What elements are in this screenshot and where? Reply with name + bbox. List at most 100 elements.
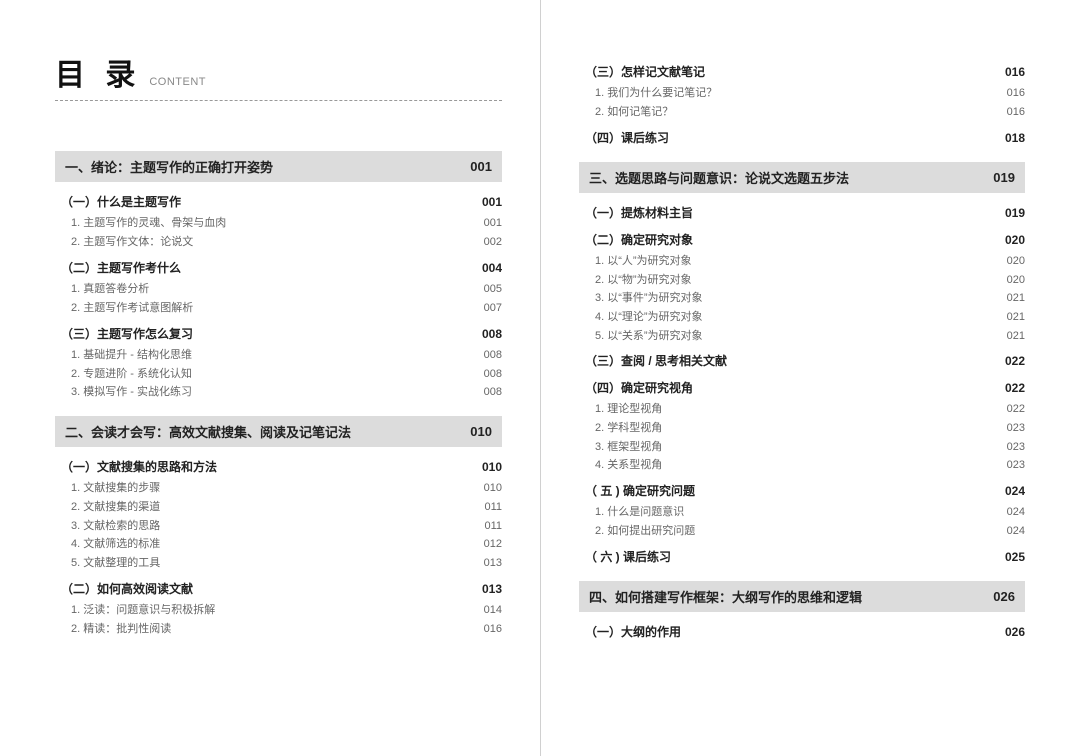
toc-section-title: （四）课后练习 [579,128,669,148]
toc-item-title: 3. 以“事件”为研究对象 [595,289,703,308]
toc-section: （二）确定研究对象 020 [579,230,1025,250]
toc-item: 2. 如何记笔记？ 016 [579,103,1025,122]
toc-section: （三）查阅 / 思考相关文献 022 [579,351,1025,371]
toc-item-page: 013 [484,554,502,573]
toc-item-title: 3. 文献检索的思路 [71,517,160,536]
toc-section-page: 026 [1005,622,1025,642]
toc-item: 4. 以“理论”为研究对象021 [579,308,1025,327]
toc-item: 2. 主题写作文体：论说文 002 [55,233,502,252]
toc-item-title: 1. 泛读：问题意识与积极拆解 [71,601,215,620]
toc-section: （四）确定研究视角 022 [579,378,1025,398]
toc-item-title: 2. 精读：批判性阅读 [71,620,171,639]
toc-item-title: 2. 专题进阶 - 系统化认知 [71,365,192,384]
toc-section: （ 六 ) 课后练习025 [579,547,1025,567]
toc-item-page: 021 [1007,308,1025,327]
title-rule [55,100,502,101]
toc-section-title: （二）确定研究对象 [579,230,693,250]
toc-item-title: 5. 文献整理的工具 [71,554,160,573]
toc-chapter-title: 三、选题思路与问题意识：论说文选题五步法 [589,168,849,187]
toc-chapter-page: 010 [470,424,492,439]
toc-section-page: 001 [482,192,502,212]
toc-item-title: 2. 主题写作文体：论说文 [71,233,193,252]
toc-section: （一）提炼材料主旨 019 [579,203,1025,223]
toc-title-sub: CONTENT [149,76,206,88]
toc-item-title: 2. 学科型视角 [595,419,662,438]
toc-item: 2. 以“物”为研究对象020 [579,271,1025,290]
page-spread: 目 录 CONTENT 一、绪论：主题写作的正确打开姿势001 （一）什么是主题写… [0,0,1080,756]
toc-item: 3. 以“事件”为研究对象 021 [579,289,1025,308]
toc-item: 3. 框架型视角 023 [579,438,1025,457]
toc-item-title: 2. 如何提出研究问题 [595,522,695,541]
toc-item-title: 1. 真题答卷分析 [71,280,149,299]
toc-item: 1. 主题写作的灵魂、骨架与血肉001 [55,214,502,233]
toc-chapter: 四、如何搭建写作框架：大纲写作的思维和逻辑026 [579,581,1025,612]
toc-item-page: 023 [1007,419,1025,438]
toc-item-title: 4. 文献筛选的标准 [71,535,160,554]
toc-item-page: 023 [1007,438,1025,457]
toc-item: 3. 文献检索的思路011 [55,517,502,536]
toc-section-page: 022 [1005,378,1025,398]
toc-item: 2. 精读：批判性阅读016 [55,620,502,639]
toc-item-title: 4. 关系型视角 [595,456,662,475]
toc-section-page: 008 [482,324,502,344]
toc-item-page: 024 [1007,522,1025,541]
toc-section-title: （三）查阅 / 思考相关文献 [579,351,727,371]
toc-section-page: 020 [1005,230,1025,250]
toc-item-title: 1. 什么是问题意识 [595,503,684,522]
toc-section-title: （三）怎样记文献笔记 [579,62,705,82]
toc-item: 4. 关系型视角023 [579,456,1025,475]
toc-item: 2. 专题进阶 - 系统化认知 008 [55,365,502,384]
right-toc-list: （三）怎样记文献笔记 016 1. 我们为什么要记笔记？ 016 2. 如何记笔记？ 01… [579,62,1025,642]
toc-item: 1. 文献搜集的步骤 010 [55,479,502,498]
toc-section-title: （二）主题写作考什么 [55,258,181,278]
toc-item-page: 021 [1007,289,1025,308]
toc-section-page: 024 [1005,481,1025,501]
right-page: （三）怎样记文献笔记 016 1. 我们为什么要记笔记？ 016 2. 如何记笔记？ 01… [540,0,1080,756]
toc-section-page: 010 [482,457,502,477]
toc-section-page: 022 [1005,351,1025,371]
toc-item-title: 2. 如何记笔记？ [595,103,673,122]
toc-item-page: 008 [484,346,502,365]
toc-item-page: 012 [484,535,502,554]
toc-item-page: 022 [1007,400,1025,419]
toc-chapter-page: 026 [993,589,1015,604]
toc-item-page: 010 [484,479,502,498]
toc-section-title: （一）提炼材料主旨 [579,203,693,223]
toc-item-title: 5. 以“关系”为研究对象 [595,327,703,346]
toc-item: 1. 以“人”为研究对象020 [579,252,1025,271]
toc-section-title: （二）如何高效阅读文献 [55,579,193,599]
toc-section-title: （一）什么是主题写作 [55,192,181,212]
toc-section: （ 五 ) 确定研究问题024 [579,481,1025,501]
toc-item-page: 016 [1007,103,1025,122]
toc-section: （四）课后练习 018 [579,128,1025,148]
toc-item: 1. 泛读：问题意识与积极拆解 014 [55,601,502,620]
toc-chapter-page: 001 [470,159,492,174]
toc-chapter: 一、绪论：主题写作的正确打开姿势001 [55,151,502,182]
toc-item-page: 020 [1007,252,1025,271]
toc-section-title: （一）大纲的作用 [579,622,681,642]
toc-item-title: 3. 模拟写作 - 实战化练习 [71,383,192,402]
toc-item-title: 3. 框架型视角 [595,438,662,457]
toc-item-title: 1. 我们为什么要记笔记？ [595,84,717,103]
toc-section-page: 013 [482,579,502,599]
toc-item-title: 1. 文献搜集的步骤 [71,479,160,498]
toc-item-title: 2. 以“物”为研究对象 [595,271,692,290]
toc-section-page: 018 [1005,128,1025,148]
toc-chapter-title: 二、会读才会写：高效文献搜集、阅读及记笔记法 [65,422,351,441]
toc-item: 2. 文献搜集的渠道011 [55,498,502,517]
toc-title-block: 目 录 CONTENT [55,50,502,94]
toc-item-page: 016 [1007,84,1025,103]
toc-section-page: 004 [482,258,502,278]
toc-section-page: 019 [1005,203,1025,223]
toc-item-page: 002 [484,233,502,252]
toc-chapter: 二、会读才会写：高效文献搜集、阅读及记笔记法 010 [55,416,502,447]
toc-item-page: 014 [484,601,502,620]
toc-item-page: 005 [484,280,502,299]
toc-chapter-page: 019 [993,170,1015,185]
toc-section: （三）主题写作怎么复习008 [55,324,502,344]
toc-item: 1. 什么是问题意识024 [579,503,1025,522]
toc-item-page: 008 [484,365,502,384]
toc-item: 1. 我们为什么要记笔记？ 016 [579,84,1025,103]
toc-section-title: （四）确定研究视角 [579,378,693,398]
toc-item-title: 1. 主题写作的灵魂、骨架与血肉 [71,214,226,233]
